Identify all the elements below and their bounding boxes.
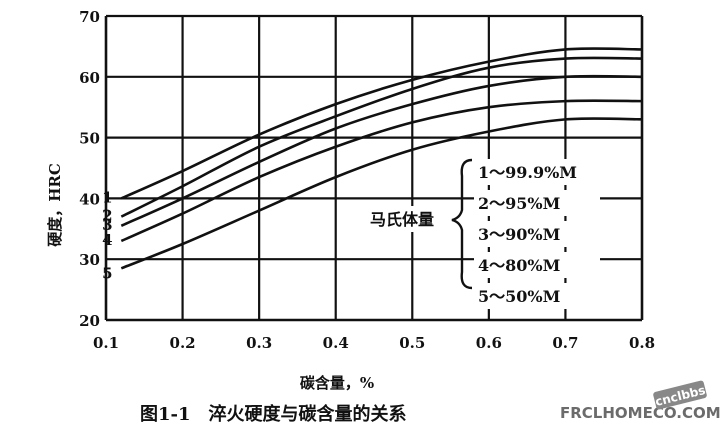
legend-entry-bg xyxy=(474,252,600,278)
y-tick-label: 60 xyxy=(79,69,100,87)
watermark: FRCLHOMECO.COM cnclbbs xyxy=(560,380,721,422)
series-line-5 xyxy=(120,117,643,270)
y-tick-label: 30 xyxy=(79,251,100,269)
legend-entry: 3～90%M xyxy=(478,225,560,244)
legend-entry-bg xyxy=(474,190,600,216)
legend-entry-bg xyxy=(474,283,600,309)
series-number-label-3: 3 xyxy=(102,216,112,234)
figure-caption: 图1-1 淬火硬度与碳含量的关系 xyxy=(140,403,407,425)
watermark-badge xyxy=(653,380,707,410)
series-line-2 xyxy=(120,56,643,218)
legend-entry: 4～80%M xyxy=(478,256,560,275)
legend-brace xyxy=(451,158,473,290)
x-tick-label: 0.2 xyxy=(170,334,196,352)
series-line-1 xyxy=(120,47,643,200)
series-number-label-5: 5 xyxy=(102,264,112,282)
series-line-4 xyxy=(120,99,643,243)
series-line-3 xyxy=(120,74,643,227)
x-tick-label: 0.3 xyxy=(246,334,272,352)
series-number-label-2: 2 xyxy=(102,207,112,225)
x-tick-label: 0.4 xyxy=(323,334,349,352)
tick-labels: 0.1 0.2 0.3 0.4 0.5 0.6 0.7 0.8 20 30 40 50 60 70 xyxy=(79,8,655,352)
legend-entry-bg xyxy=(474,159,600,185)
y-tick-label: 50 xyxy=(79,130,100,148)
legend-title: 马氏体量 xyxy=(370,210,434,229)
x-tick-label: 0.8 xyxy=(629,334,655,352)
x-axis-label: 碳含量，% xyxy=(300,374,374,392)
legend-entry: 5～50%M xyxy=(478,287,560,306)
x-tick-label: 0.6 xyxy=(476,334,502,352)
y-tick-label: 40 xyxy=(79,190,100,208)
legend-entry-bg xyxy=(474,221,600,247)
x-tick-label: 0.5 xyxy=(399,334,425,352)
legend-entry: 1～99.9%M xyxy=(478,163,577,182)
x-tick-label: 0.1 xyxy=(93,334,119,352)
y-tick-label: 70 xyxy=(79,8,100,26)
x-tick-label: 0.7 xyxy=(552,334,578,352)
series-number-label-4: 4 xyxy=(102,231,112,249)
legend-entries: 1～99.9%M 2～95%M 3～90%M 4～80%M 5～50%M xyxy=(474,159,600,309)
y-axis-label: 硬度，HRC xyxy=(46,163,64,247)
watermark-text: FRCLHOMECO.COM xyxy=(560,404,721,422)
legend-entry: 2～95%M xyxy=(478,194,560,213)
legend-title-bg xyxy=(354,206,450,232)
series-number-label-1: 1 xyxy=(102,188,112,206)
y-tick-label: 20 xyxy=(79,312,100,330)
legend: 马氏体量 1～99.9%M 2～95%M 3～90%M 4～80%M 5～50%M xyxy=(354,158,600,309)
